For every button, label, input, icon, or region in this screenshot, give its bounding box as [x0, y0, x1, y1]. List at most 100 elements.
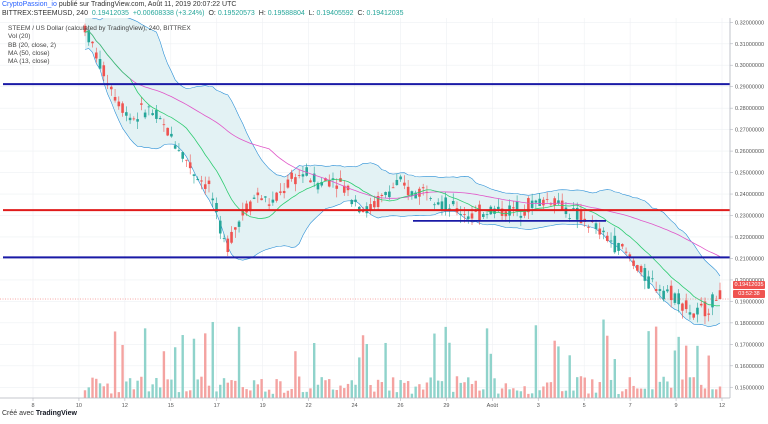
candle-body — [515, 201, 519, 211]
candle-body — [297, 175, 301, 176]
time-tick-label: 5 — [583, 403, 586, 409]
time-tick-label: 8 — [31, 403, 34, 409]
volume-bar — [395, 392, 399, 398]
volume-bar — [309, 388, 312, 398]
volume-bar — [418, 384, 421, 398]
volume-bar — [576, 377, 579, 398]
candle-body — [534, 200, 538, 203]
legend-indicator-ma13[interactable]: MA (13, close) — [8, 58, 50, 66]
volume-bar — [474, 380, 477, 398]
volume-bar — [703, 388, 707, 398]
candle-body — [440, 201, 444, 210]
volume-bar — [688, 377, 692, 398]
volume-bar — [700, 384, 703, 398]
tradingview-logo[interactable]: TradingView — [35, 410, 77, 417]
volume-bar — [707, 355, 710, 398]
volume-bar — [237, 326, 241, 398]
volume-bar — [583, 377, 586, 398]
candle-body — [305, 167, 308, 176]
candle-body — [414, 192, 417, 199]
legend-indicator-vol[interactable]: Vol (20) — [8, 33, 31, 41]
candle-body — [155, 110, 158, 119]
candle-body — [429, 198, 432, 199]
volume-bar — [219, 384, 222, 398]
candle-body — [605, 235, 609, 241]
candle-body — [451, 200, 455, 205]
candle-body — [140, 103, 143, 105]
volume-bar — [328, 379, 331, 398]
candle-body — [466, 216, 470, 219]
price-tick-label: 0.32000000 — [735, 20, 764, 26]
price-axis[interactable]: 0.32000000 0.31000000 0.30000000 0.29000000… — [729, 18, 764, 398]
volume-bar — [87, 387, 90, 398]
candle-body — [403, 182, 406, 186]
candle-body — [553, 198, 556, 206]
volume-bar — [478, 390, 481, 398]
candle-body — [395, 179, 399, 186]
volume-bar — [497, 393, 500, 398]
price-tick-label: 0.30000000 — [735, 63, 764, 69]
volume-bar — [673, 350, 677, 398]
candle-body — [320, 182, 324, 186]
volume-bar — [493, 378, 496, 398]
high-label: H: — [258, 10, 266, 17]
candle-body — [151, 113, 154, 116]
volume-bar — [339, 385, 342, 398]
candle-body — [316, 183, 320, 190]
candle-body — [557, 200, 560, 204]
candle-body — [147, 106, 151, 108]
candle-body — [245, 203, 248, 213]
time-tick-label: 3 — [537, 403, 540, 409]
moving-averages — [84, 30, 721, 307]
publisher-link[interactable]: CryptoPassion_io — [2, 1, 57, 8]
candle-body — [523, 211, 526, 216]
candle-body — [177, 149, 181, 151]
candle-body — [707, 313, 711, 315]
candle-body — [94, 52, 98, 59]
candle-body — [433, 204, 436, 206]
candle-body — [335, 185, 339, 189]
volume-bar — [189, 390, 192, 398]
volume-bar — [320, 377, 323, 398]
candle-body — [669, 285, 673, 301]
price-chart[interactable]: 0.32000000 0.31000000 0.30000000 0.29000000… — [0, 18, 768, 410]
horizontal-levels[interactable] — [0, 83, 730, 300]
candle-body — [681, 303, 684, 311]
volume-bar — [455, 376, 459, 398]
volume-bar — [508, 389, 511, 398]
volume-bar — [256, 384, 260, 398]
volume-bar — [136, 380, 139, 398]
candle-body — [256, 192, 260, 196]
volume-bar — [207, 385, 211, 398]
candle-body — [218, 220, 222, 234]
candle-body — [654, 289, 658, 291]
volume-bar — [170, 379, 173, 398]
candlesticks — [83, 23, 722, 325]
candle-body — [718, 290, 722, 300]
volume-bar — [403, 382, 406, 398]
legend-indicator-bb[interactable]: BB (20, close, 2) — [8, 41, 57, 49]
legend-indicator-ma50[interactable]: MA (50, close) — [8, 49, 50, 57]
volume-bar — [598, 382, 601, 398]
candle-body — [632, 260, 635, 266]
candle-body — [132, 118, 136, 120]
candle-body — [418, 188, 421, 197]
volume-bar — [485, 328, 489, 398]
candle-body — [500, 208, 504, 216]
candle-body — [609, 240, 613, 242]
volume-bar — [512, 388, 515, 398]
time-axis[interactable]: 8 10 12 15 17 19 22 24 26 29 Août 3 5 7 9 12 — [0, 397, 730, 409]
volume-bar — [275, 379, 278, 398]
volume-bar — [121, 345, 124, 398]
candle-body — [621, 244, 624, 247]
volume-bar — [192, 338, 196, 398]
candle-body — [579, 210, 583, 224]
volume-bar — [350, 380, 353, 398]
candle-body — [459, 214, 463, 215]
volume-bar — [647, 331, 650, 398]
volume-bar — [452, 391, 455, 398]
volume-bar — [335, 389, 338, 398]
volume-bar — [459, 382, 462, 398]
volume-bar — [609, 379, 613, 398]
candle-body — [688, 312, 692, 315]
